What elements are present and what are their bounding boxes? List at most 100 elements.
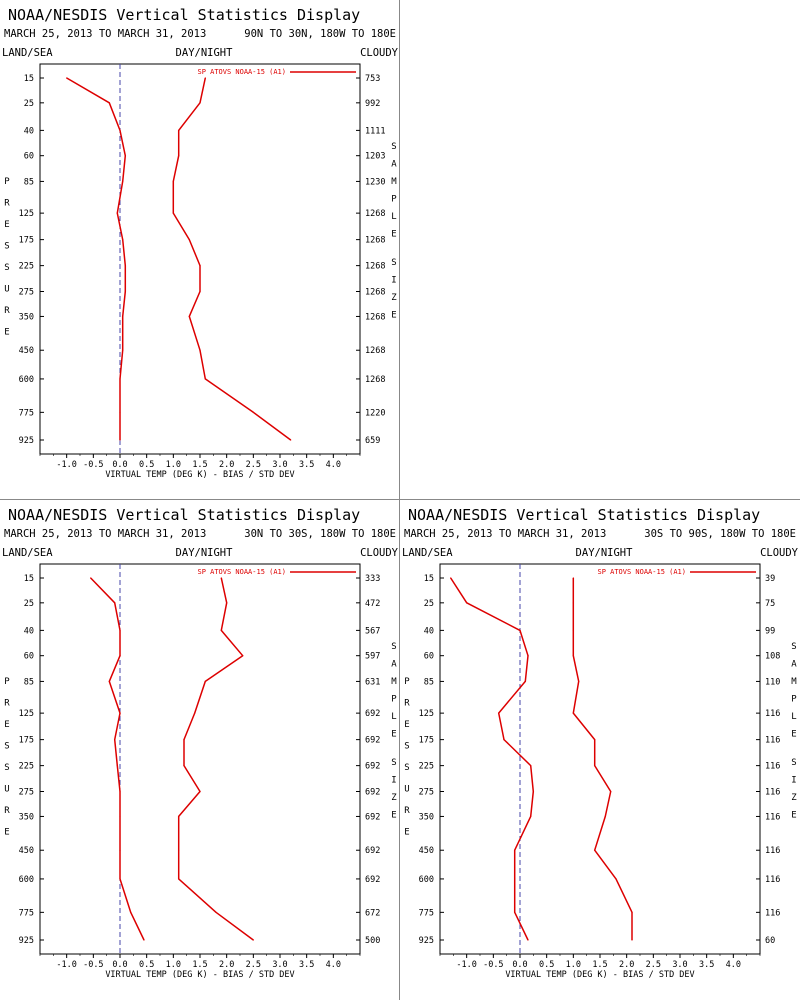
chart-svg: NOAA/NESDIS Vertical Statistics Display M… [402,506,799,980]
data-point-stddev [242,655,244,657]
pressure-tick-label: 25 [24,599,34,609]
x-tick-label: -1.0 [56,960,76,970]
pressure-tick-label: 60 [24,152,34,162]
right-axis-label-letter: L [391,212,396,222]
data-point-stddev [178,878,180,880]
x-tick-label: 2.5 [646,960,661,970]
header-day-night: DAY/NIGHT [576,547,634,559]
sample-size-label: 1268 [365,262,385,272]
right-axis-label-letter: S [391,758,396,768]
pressure-tick-label: 600 [419,875,434,885]
data-point-stddev [204,378,206,380]
y-axis-label-letter: U [4,785,9,795]
data-point-bias [122,315,124,318]
sample-size-label: 597 [365,652,380,662]
sample-size-label: 1268 [365,288,385,298]
x-tick-label: -1.0 [456,960,476,970]
sample-size-label: 60 [765,936,775,946]
data-point-bias [119,790,121,793]
right-axis-label-letter: S [791,758,796,768]
series-line-bias [66,77,127,440]
sample-size-label: 116 [765,736,780,746]
data-point-stddev [226,602,228,604]
pressure-tick-label: 85 [24,177,34,187]
pressure-tick-label: 450 [419,846,434,856]
right-axis-label-letter: E [791,730,796,740]
data-point-bias [514,911,516,913]
data-point-bias [119,712,121,714]
data-point-stddev [631,911,633,913]
x-tick-label: 3.0 [272,460,287,470]
data-point-bias [119,411,121,413]
pressure-tick-label: 225 [19,762,34,772]
data-point-bias [130,911,132,913]
header-day-night: DAY/NIGHT [176,547,234,559]
right-axis-label-letter: S [391,642,396,652]
x-tick-label: 2.0 [219,460,234,470]
data-point-bias [119,815,121,818]
data-point-bias [514,849,516,851]
sample-size-label: 472 [365,599,380,609]
data-point-stddev [194,712,196,714]
sample-size-label: 692 [365,762,380,772]
data-point-bias [143,939,145,941]
data-point-stddev [178,129,180,131]
chart-panel-1: NOAA/NESDIS Vertical Statistics Display M… [0,0,400,500]
chart-region: 90N TO 30N, 180W TO 180E [244,28,396,40]
panel-separator-vertical [399,0,400,1000]
data-point-stddev [594,849,596,851]
data-point-bias [119,849,121,851]
x-tick-label: -0.5 [483,960,503,970]
chart-date-range: MARCH 25, 2013 TO MARCH 31, 2013 [4,28,206,40]
pressure-tick-label: 225 [419,762,434,772]
data-point-stddev [199,102,201,104]
data-point-bias [450,577,452,579]
series-line-stddev [177,577,254,941]
y-axis-label-letter: P [404,677,410,687]
sample-size-label: 992 [365,99,380,109]
sample-size-label: 1230 [365,177,385,187]
x-tick-label: 0.0 [112,460,127,470]
data-point-bias [119,878,121,880]
pressure-tick-label: 350 [419,812,434,822]
chart-region: 30N TO 30S, 180W TO 180E [244,528,396,540]
x-tick-label: 1.0 [166,460,181,470]
data-point-stddev [178,815,180,818]
pressure-tick-label: 600 [19,875,34,885]
sample-size-label: 692 [365,812,380,822]
y-axis-label-letter: E [404,828,409,838]
data-point-stddev [220,629,222,631]
pressure-tick-label: 60 [424,652,434,662]
data-point-stddev [199,265,201,267]
sample-size-label: 116 [765,812,780,822]
sample-size-label: 1203 [365,152,385,162]
pressure-tick-label: 125 [419,709,434,719]
pressure-tick-label: 775 [19,908,34,918]
right-axis-label-letter: Z [791,793,797,803]
data-point-stddev [610,790,612,793]
sample-size-label: 692 [365,788,380,798]
sample-size-label: 692 [365,846,380,856]
pressure-tick-label: 175 [19,736,34,746]
x-tick-label: 0.0 [512,960,527,970]
sample-size-label: 75 [765,599,775,609]
right-axis-label-letter: L [791,712,796,722]
sample-size-label: 1111 [365,126,385,136]
x-tick-label: 1.0 [166,960,181,970]
data-point-stddev [188,239,190,241]
pressure-tick-label: 275 [19,788,34,798]
pressure-tick-label: 15 [24,574,34,584]
chart-date-range: MARCH 25, 2013 TO MARCH 31, 2013 [4,528,206,540]
legend-label: SP ATOVS NOAA-15 (A1) [597,568,686,576]
sample-size-label: 692 [365,875,380,885]
right-axis-label-letter: P [391,195,397,205]
pressure-tick-label: 450 [19,346,34,356]
pressure-tick-label: 275 [19,288,34,298]
data-point-stddev [183,739,185,741]
data-point-stddev [172,180,174,183]
series-line-stddev [572,578,633,940]
data-point-stddev [572,602,574,604]
sample-size-label: 500 [365,936,380,946]
chart-panel-2: NOAA/NESDIS Vertical Statistics Display M… [0,500,400,1000]
data-point-stddev [188,315,190,318]
